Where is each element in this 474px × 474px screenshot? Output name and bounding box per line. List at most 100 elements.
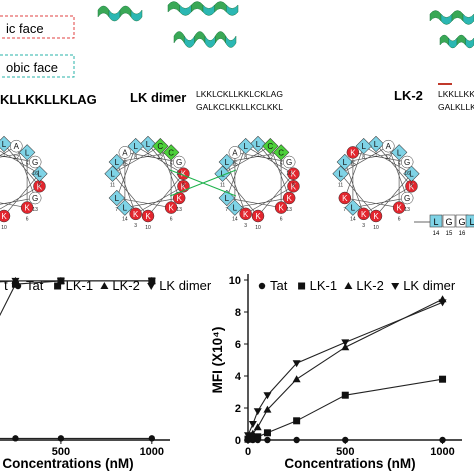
residue-number: 6 bbox=[398, 217, 401, 223]
residue-marker bbox=[382, 139, 395, 153]
helix-segment bbox=[191, 1, 204, 13]
residue-number: 8 bbox=[362, 155, 365, 161]
residue-marker bbox=[0, 209, 11, 223]
data-point-tat bbox=[342, 436, 349, 444]
residue-number: 16 bbox=[32, 171, 38, 177]
residue-marker bbox=[108, 153, 125, 171]
data-point-lk-dimer bbox=[292, 360, 301, 368]
helix-segment bbox=[167, 1, 180, 13]
tail-number: 14 bbox=[433, 231, 440, 237]
legend-label: LK-1 bbox=[310, 278, 337, 293]
residue-marker bbox=[218, 153, 235, 171]
data-point-lk1 bbox=[249, 434, 257, 442]
tail-residue-box bbox=[465, 214, 474, 228]
residue-marker bbox=[237, 138, 254, 155]
uptake-chart-left: t Tat LK-1 LK-2 LK dimer 500 1000 Concentrat… bbox=[0, 276, 212, 471]
residue-letter: K bbox=[409, 182, 415, 191]
tail-number: 15 bbox=[446, 231, 453, 237]
residue-number: 10 bbox=[255, 225, 261, 231]
residue-letter: K bbox=[350, 148, 356, 157]
residue-number: 6 bbox=[280, 217, 283, 223]
data-point-lk-dimer bbox=[391, 283, 400, 290]
residue-number: 1 bbox=[257, 153, 260, 159]
residue-number: 8 bbox=[134, 155, 137, 161]
helical-wheel: L1K2K3L4L5K6K7L8L9K10L11A12G13L14K15G16 bbox=[0, 135, 48, 231]
data-point-tat bbox=[264, 436, 271, 444]
data-point-lk1 bbox=[439, 375, 447, 383]
x-tick-label: 1000 bbox=[140, 446, 164, 458]
data-point-lk1 bbox=[293, 417, 301, 425]
residue-marker bbox=[19, 144, 36, 161]
residue-letter: K bbox=[255, 212, 261, 221]
helix-segment bbox=[130, 9, 143, 22]
residue-letter: G bbox=[32, 158, 38, 167]
residue-letter: L bbox=[374, 140, 379, 149]
residue-marker bbox=[20, 201, 34, 214]
residue-number: 5 bbox=[170, 161, 173, 167]
residue-letter: L bbox=[351, 204, 356, 213]
legend-label: LK dimer bbox=[159, 278, 212, 293]
lk-dimer-seq-top: LKKLCKLLKKLCKLAG bbox=[196, 89, 283, 99]
residue-number: 1 bbox=[375, 153, 378, 159]
residue-number: 12 bbox=[14, 155, 20, 161]
residue-number: 5 bbox=[26, 161, 29, 167]
data-point-lk2 bbox=[341, 343, 350, 351]
data-point-lk-dimer bbox=[341, 339, 350, 347]
residue-number: 9 bbox=[292, 183, 295, 189]
residue-letter: L bbox=[243, 142, 248, 151]
residue-letter: A bbox=[386, 142, 392, 151]
residue-letter: L bbox=[2, 140, 7, 149]
residue-marker bbox=[336, 153, 353, 171]
residue-letter: K bbox=[133, 210, 139, 219]
residue-number: 3 bbox=[244, 223, 247, 229]
helix-segment bbox=[226, 4, 239, 16]
helical-wheels: L1K2K3L4L5K6K7L8L9K10L11A12G13L14K15G16L… bbox=[0, 135, 420, 231]
x-tick-label: 500 bbox=[52, 446, 70, 458]
residue-letter: K bbox=[168, 204, 174, 213]
series-line-lk-2 bbox=[247, 298, 443, 439]
data-point-lk2 bbox=[248, 429, 257, 437]
data-point-lk2 bbox=[292, 375, 301, 383]
residue-number: 16 bbox=[404, 171, 410, 177]
wheel-path bbox=[221, 143, 295, 217]
lk2-seq-bottom: GALKLLK bbox=[438, 102, 474, 112]
residue-letter: G bbox=[286, 158, 292, 167]
residue-letter: L bbox=[220, 170, 225, 179]
residue-letter: K bbox=[278, 204, 284, 213]
residue-marker bbox=[172, 155, 186, 169]
series-line-lk-dimer bbox=[247, 301, 443, 436]
hydrophobic-face-box bbox=[0, 54, 75, 78]
tail-residue: L bbox=[433, 217, 438, 227]
residue-letter: C bbox=[278, 148, 284, 157]
residue-marker bbox=[338, 191, 352, 205]
helix-segment bbox=[215, 31, 226, 44]
helix-segment bbox=[462, 13, 474, 25]
residue-marker bbox=[273, 144, 290, 161]
residue-letter: L bbox=[133, 142, 138, 151]
x-tick-label: 0 bbox=[245, 446, 251, 458]
residue-marker bbox=[287, 167, 300, 180]
helical-wheel: L1K2K3L4C5K6L7L8K9K10L11C12K13L14A15G16 bbox=[104, 135, 190, 231]
residue-letter: G bbox=[404, 158, 410, 167]
residue-letter: L bbox=[37, 170, 42, 179]
tail-residue: G bbox=[458, 217, 465, 227]
residue-letter: K bbox=[24, 204, 30, 213]
left-plot-area bbox=[0, 276, 156, 442]
residue-number: 1 bbox=[147, 153, 150, 159]
left-legend-prefix: t bbox=[4, 278, 8, 293]
residue-marker bbox=[249, 135, 267, 153]
data-point-tat bbox=[57, 435, 65, 442]
residue-marker bbox=[228, 146, 242, 159]
residue-marker bbox=[262, 138, 279, 155]
residue-marker bbox=[274, 201, 288, 214]
hydrophobic-face-label: obic face bbox=[6, 60, 58, 75]
helix-segment bbox=[465, 37, 474, 49]
residue-number: 11 bbox=[338, 183, 343, 189]
residue-letter: L bbox=[343, 158, 348, 167]
residue-marker bbox=[164, 201, 178, 214]
data-point-lk1 bbox=[263, 429, 271, 437]
residue-letter: C bbox=[267, 142, 273, 151]
residue-letter: C bbox=[168, 148, 174, 157]
helix-segment bbox=[108, 9, 121, 22]
residue-number: 15 bbox=[350, 161, 356, 167]
